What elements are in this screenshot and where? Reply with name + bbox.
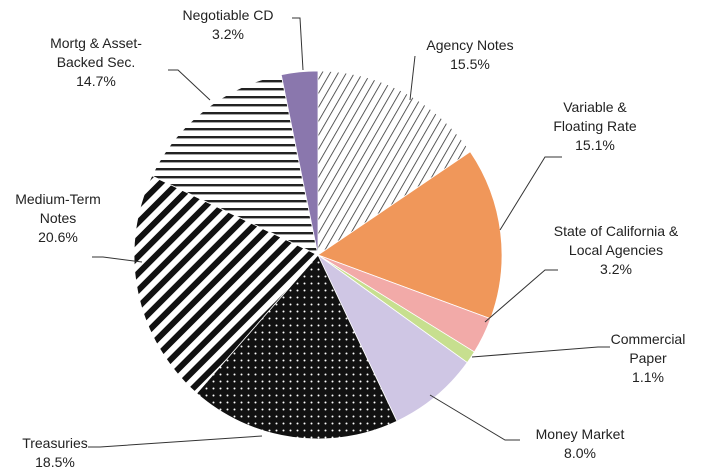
slice-name: Agency Notes (426, 37, 514, 53)
slice-percent: 8.0% (564, 445, 596, 461)
slice-percent: 18.5% (35, 454, 75, 470)
slice-percent: 14.7% (76, 73, 116, 89)
pie-slice (280, 70, 319, 256)
slice-name: Treasuries (22, 435, 88, 451)
slice-name: Commercial Paper (610, 331, 686, 366)
slice-label: Treasuries 18.5% (0, 434, 110, 472)
slice-name: State of California & Local Agencies (553, 223, 679, 258)
slice-percent: 20.6% (38, 229, 78, 245)
slice-name: Medium-Term Notes (15, 191, 101, 226)
slice-label: Variable & Floating Rate 15.1% (540, 98, 650, 155)
slice-label: State of California & Local Agencies 3.2% (541, 222, 691, 279)
leader-line (292, 17, 304, 71)
slice-percent: 3.2% (600, 261, 632, 277)
leader-line (499, 156, 562, 231)
slice-percent: 3.2% (212, 26, 244, 42)
pie-slice (133, 175, 319, 394)
pie-slice (196, 254, 398, 440)
pie-slice (317, 70, 471, 256)
leader-line (409, 55, 416, 101)
slice-percent: 1.1% (632, 369, 664, 385)
slice-label: Money Market 8.0% (515, 425, 645, 463)
leader-line (484, 269, 558, 323)
leader-line (429, 394, 520, 441)
pie-slice (317, 254, 468, 422)
leader-line (471, 346, 610, 358)
slice-percent: 15.5% (450, 56, 490, 72)
slice-percent: 15.1% (575, 137, 615, 153)
slice-name: Money Market (535, 426, 625, 442)
slice-name: Negotiable CD (182, 7, 274, 23)
slice-label: Commercial Paper 1.1% (598, 330, 698, 387)
pie-slice (151, 74, 319, 256)
slice-label: Negotiable CD 3.2% (168, 6, 288, 44)
leader-line (88, 435, 263, 448)
slice-name: Mortg & Asset-Backed Sec. (50, 35, 142, 70)
slice-name: Variable & Floating Rate (553, 99, 637, 134)
slice-label: Agency Notes 15.5% (405, 36, 535, 74)
leader-line (168, 69, 211, 101)
slice-label: Medium-Term Notes 20.6% (8, 190, 108, 247)
pie-slice (317, 151, 503, 320)
leader-line (92, 256, 143, 263)
slice-label: Mortg & Asset-Backed Sec. 14.7% (36, 34, 156, 91)
